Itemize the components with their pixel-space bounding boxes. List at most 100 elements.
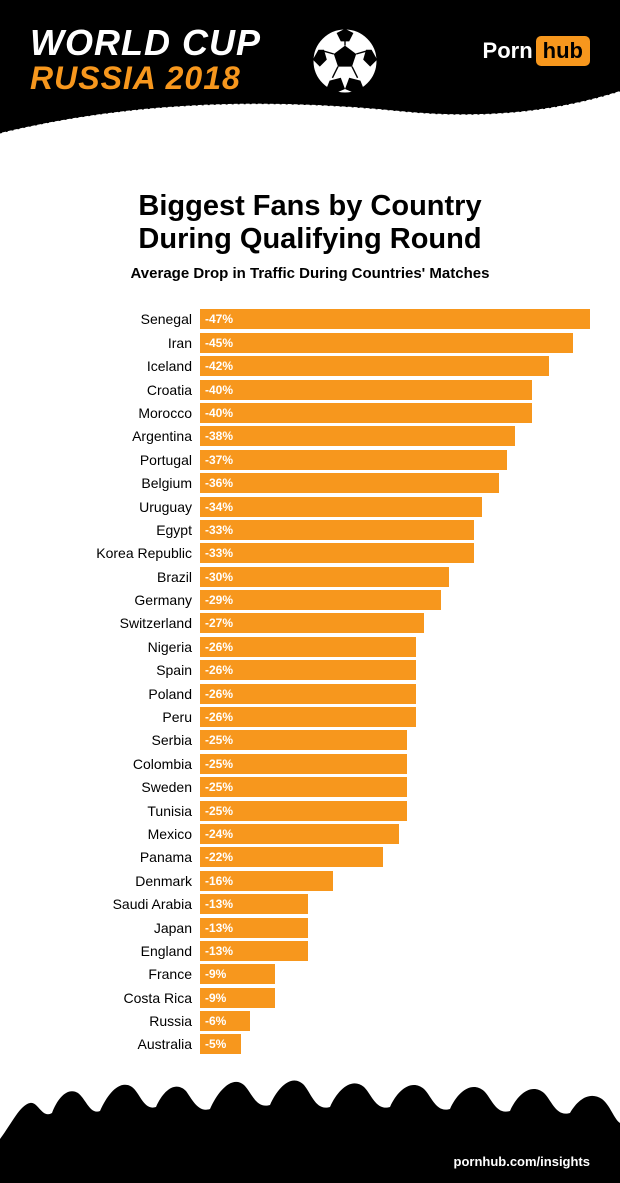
logo-text-right: hub <box>536 36 590 66</box>
bar-fill: -26% <box>200 660 416 680</box>
bar-country-label: Panama <box>30 849 200 865</box>
bar-country-label: Korea Republic <box>30 545 200 561</box>
bar-row: Argentina-38% <box>30 425 590 448</box>
bar-row: Serbia-25% <box>30 729 590 752</box>
bar-track: -26% <box>200 684 590 704</box>
bar-country-label: Switzerland <box>30 615 200 631</box>
bar-track: -42% <box>200 356 590 376</box>
bar-fill: -40% <box>200 380 532 400</box>
bar-country-label: Argentina <box>30 428 200 444</box>
bar-country-label: Russia <box>30 1013 200 1029</box>
footer-url: pornhub.com/insights <box>454 1154 591 1169</box>
bar-track: -33% <box>200 520 590 540</box>
bar-fill: -47% <box>200 309 590 329</box>
bar-track: -25% <box>200 730 590 750</box>
bar-country-label: Saudi Arabia <box>30 896 200 912</box>
bar-row: Costa Rica-9% <box>30 986 590 1009</box>
bar-fill: -42% <box>200 356 549 376</box>
bar-fill: -29% <box>200 590 441 610</box>
title-line1: WORLD CUP <box>30 22 261 64</box>
bar-track: -9% <box>200 964 590 984</box>
bar-track: -29% <box>200 590 590 610</box>
chart-title: Biggest Fans by Country During Qualifyin… <box>30 190 590 257</box>
bar-country-label: Egypt <box>30 522 200 538</box>
chart-title-l2: During Qualifying Round <box>138 223 481 255</box>
bar-fill: -9% <box>200 964 275 984</box>
bar-fill: -25% <box>200 754 407 774</box>
bar-fill: -45% <box>200 333 573 353</box>
bar-row: Croatia-40% <box>30 378 590 401</box>
bar-track: -24% <box>200 824 590 844</box>
bar-row: Russia-6% <box>30 1009 590 1032</box>
bar-fill: -6% <box>200 1011 250 1031</box>
chart-area: Biggest Fans by Country During Qualifyin… <box>0 160 620 1056</box>
bar-row: Panama-22% <box>30 846 590 869</box>
bar-track: -13% <box>200 918 590 938</box>
bar-row: Mexico-24% <box>30 822 590 845</box>
bar-country-label: Germany <box>30 592 200 608</box>
bar-track: -30% <box>200 567 590 587</box>
bar-track: -26% <box>200 707 590 727</box>
bar-row: Brazil-30% <box>30 565 590 588</box>
bar-track: -47% <box>200 309 590 329</box>
bar-row: Iceland-42% <box>30 354 590 377</box>
bar-row: Iran-45% <box>30 331 590 354</box>
bar-country-label: Brazil <box>30 569 200 585</box>
bar-track: -40% <box>200 403 590 423</box>
bar-country-label: England <box>30 943 200 959</box>
bar-fill: -40% <box>200 403 532 423</box>
bar-row: France-9% <box>30 963 590 986</box>
bar-country-label: Spain <box>30 662 200 678</box>
bar-fill: -25% <box>200 730 407 750</box>
bar-country-label: Sweden <box>30 779 200 795</box>
bar-row: Switzerland-27% <box>30 612 590 635</box>
bar-row: Uruguay-34% <box>30 495 590 518</box>
bar-row: Egypt-33% <box>30 518 590 541</box>
bar-fill: -13% <box>200 918 308 938</box>
bar-track: -33% <box>200 543 590 563</box>
bar-country-label: Uruguay <box>30 499 200 515</box>
bar-track: -5% <box>200 1034 590 1054</box>
bar-country-label: Morocco <box>30 405 200 421</box>
bar-track: -26% <box>200 637 590 657</box>
bar-country-label: Mexico <box>30 826 200 842</box>
bar-list: Senegal-47%Iran-45%Iceland-42%Croatia-40… <box>30 308 590 1057</box>
bar-fill: -26% <box>200 707 416 727</box>
bar-fill: -37% <box>200 450 507 470</box>
bar-row: England-13% <box>30 939 590 962</box>
bar-country-label: Australia <box>30 1036 200 1052</box>
bar-fill: -13% <box>200 941 308 961</box>
bar-row: Portugal-37% <box>30 448 590 471</box>
bar-country-label: Iran <box>30 335 200 351</box>
bar-country-label: Iceland <box>30 358 200 374</box>
bar-row: Korea Republic-33% <box>30 542 590 565</box>
header-swoosh <box>0 81 620 161</box>
bar-track: -25% <box>200 754 590 774</box>
bar-fill: -24% <box>200 824 399 844</box>
bar-track: -13% <box>200 894 590 914</box>
bar-fill: -5% <box>200 1034 241 1054</box>
chart-title-l1: Biggest Fans by Country <box>138 190 481 222</box>
bar-fill: -22% <box>200 847 383 867</box>
bar-country-label: Costa Rica <box>30 990 200 1006</box>
bar-fill: -30% <box>200 567 449 587</box>
bar-fill: -27% <box>200 613 424 633</box>
bar-track: -27% <box>200 613 590 633</box>
bar-row: Tunisia-25% <box>30 799 590 822</box>
bar-country-label: Serbia <box>30 732 200 748</box>
bar-fill: -38% <box>200 426 515 446</box>
bar-track: -40% <box>200 380 590 400</box>
bar-row: Saudi Arabia-13% <box>30 892 590 915</box>
bar-country-label: Croatia <box>30 382 200 398</box>
header: WORLD CUP RUSSIA 2018 Porn hub <box>0 0 620 160</box>
bar-fill: -25% <box>200 801 407 821</box>
bar-country-label: Poland <box>30 686 200 702</box>
bar-track: -22% <box>200 847 590 867</box>
bar-row: Morocco-40% <box>30 401 590 424</box>
bar-country-label: Colombia <box>30 756 200 772</box>
bar-fill: -9% <box>200 988 275 1008</box>
bar-row: Peru-26% <box>30 705 590 728</box>
bar-country-label: Tunisia <box>30 803 200 819</box>
footer: pornhub.com/insights <box>0 1053 620 1183</box>
bar-fill: -26% <box>200 637 416 657</box>
